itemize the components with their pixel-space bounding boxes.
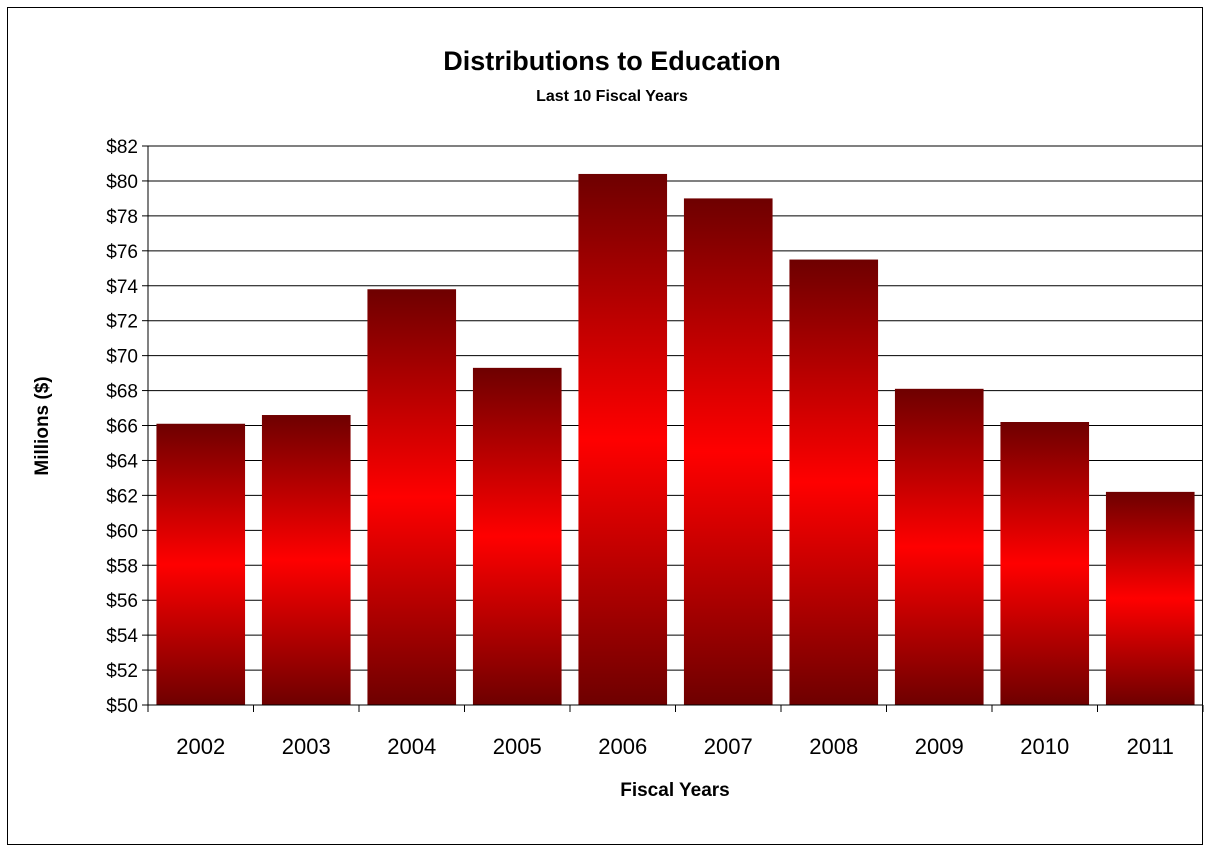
x-tick-label: 2011: [1127, 734, 1174, 759]
axes: [142, 145, 1204, 712]
chart-title: Distributions to Education: [443, 46, 781, 76]
x-axis-label: Fiscal Years: [620, 780, 730, 801]
bar-2004: [367, 289, 457, 705]
y-tick-label: $62: [106, 486, 138, 507]
y-tick-label: $76: [106, 242, 138, 263]
bar-2005: [472, 367, 562, 705]
bar-2009: [894, 388, 984, 705]
y-tick-label: $58: [106, 556, 138, 577]
x-tick-label: 2004: [387, 734, 436, 759]
y-tick-label: $82: [106, 137, 138, 158]
y-tick-label: $74: [106, 277, 138, 298]
x-tick-label: 2003: [282, 734, 331, 759]
y-tick-label: $66: [106, 417, 138, 438]
y-tick-label: $50: [106, 696, 138, 717]
bar-2003: [261, 415, 351, 705]
bar-2006: [578, 173, 668, 705]
x-tick-label: 2005: [493, 734, 542, 759]
y-tick-label: $78: [106, 207, 138, 228]
y-tick-label: $80: [106, 172, 138, 193]
bars: [156, 173, 1195, 705]
bar-2002: [156, 423, 246, 705]
y-tick-label: $56: [106, 591, 138, 612]
y-tick-label: $68: [106, 382, 138, 403]
x-tick-label: 2006: [598, 734, 647, 759]
x-tick-label: 2009: [915, 734, 964, 759]
y-tick-label: $72: [106, 312, 138, 333]
y-tick-label: $70: [106, 347, 138, 368]
chart-subtitle: Last 10 Fiscal Years: [536, 88, 688, 105]
y-tick-label: $64: [106, 451, 138, 472]
x-tick-label: 2002: [176, 734, 225, 759]
x-tick-labels: 2002 2003 2004 2005 2006 2007 2008 2009 2010 2011: [176, 734, 1174, 759]
bar-2010: [1000, 422, 1090, 705]
x-tick-label: 2007: [704, 734, 753, 759]
x-tick-label: 2010: [1020, 734, 1069, 759]
y-axis-label: Millions ($): [32, 376, 53, 475]
bar-2011: [1105, 491, 1195, 705]
x-tick-label: 2008: [809, 734, 858, 759]
bar-2007: [683, 198, 773, 705]
y-tick-labels: $50 $52 $54 $56 $58 $60 $62 $64 $66 $68 $70 $72 $74 $…: [106, 137, 138, 717]
y-tick-label: $52: [106, 661, 138, 682]
y-tick-label: $60: [106, 521, 138, 542]
y-tick-label: $54: [106, 626, 138, 647]
bar-2008: [789, 259, 879, 705]
